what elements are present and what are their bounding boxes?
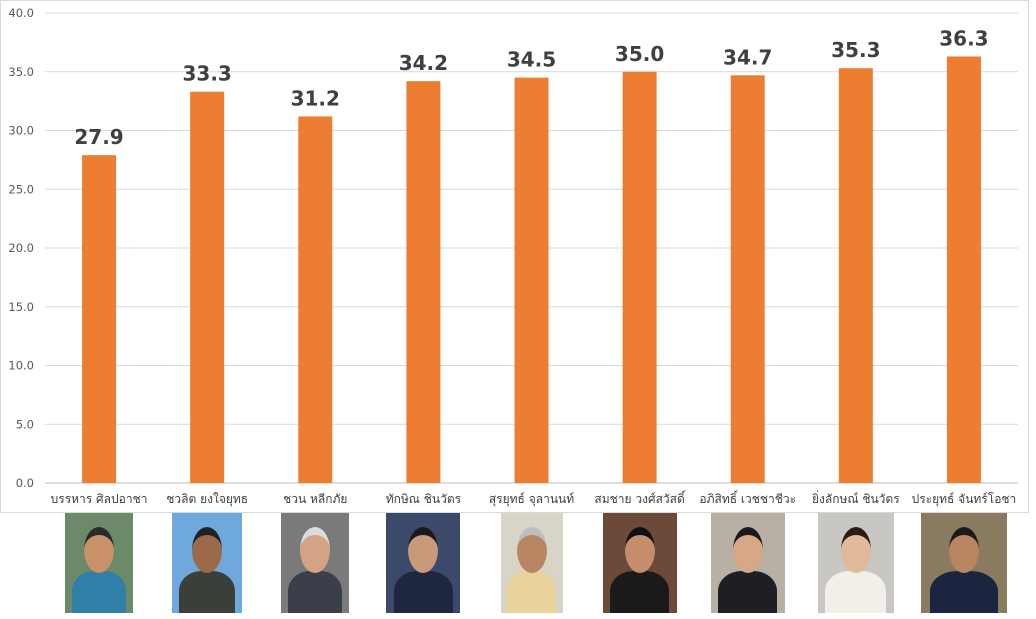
x-tick-label: ชวลิต ยงใจยุทธ	[166, 492, 248, 507]
bar	[622, 71, 657, 483]
y-tick-label: 30.0	[8, 124, 34, 138]
x-tick-label: สุรยุทธ์ จุลานนท์	[489, 492, 574, 507]
x-tick-label: อภิสิทธิ์ เวชชาชีวะ	[699, 490, 796, 506]
bar	[838, 68, 873, 483]
data-label: 34.7	[723, 45, 772, 69]
bar-chart: 0.0 5.0 10.0 15.0 20.0 25.0 30.0 35.0 40.0 27.9 3…	[8, 6, 1018, 507]
x-tick-label: ทักษิณ ชินวัตร	[386, 492, 462, 506]
data-labels: 27.9 33.3 31.2 34.2 34.5 35.0 34.7 35.3 36.3	[74, 26, 988, 149]
portrait-6-photo	[602, 513, 677, 613]
bars	[82, 56, 981, 484]
bar	[946, 56, 981, 483]
x-tick-label: ประยุทธ์ จันทร์โอชา	[912, 492, 1017, 507]
y-tick-label: 20.0	[8, 241, 34, 255]
y-tick-label: 25.0	[8, 182, 34, 196]
portrait-1-photo	[65, 513, 134, 613]
x-tick-label: สมชาย วงศ์สวัสดิ์	[594, 490, 686, 506]
data-label: 31.2	[291, 86, 340, 110]
data-label: 33.3	[182, 62, 231, 86]
data-label: 35.0	[615, 42, 664, 66]
portrait-4-photo	[386, 513, 461, 613]
data-label: 27.9	[74, 125, 123, 149]
x-axis-labels: บรรหาร ศิลปอาชา ชวลิต ยงใจยุทธ ชวน หลีกภัย…	[51, 490, 1017, 507]
x-tick-label: ยิ่งลักษณ์ ชินวัตร	[812, 490, 900, 506]
y-tick-label: 0.0	[16, 476, 34, 490]
data-label: 36.3	[939, 26, 988, 50]
y-axis-labels: 0.0 5.0 10.0 15.0 20.0 25.0 30.0 35.0 40.0	[8, 6, 34, 490]
y-tick-label: 5.0	[16, 417, 34, 431]
bar	[406, 81, 441, 484]
y-tick-label: 15.0	[8, 300, 34, 314]
x-tick-label: บรรหาร ศิลปอาชา	[51, 492, 148, 506]
y-tick-label: 10.0	[8, 359, 34, 373]
portrait-3-photo	[281, 513, 350, 613]
x-tick-label: ชวน หลีกภัย	[283, 492, 347, 506]
bar	[190, 91, 225, 483]
portrait-2-photo	[172, 513, 243, 613]
bar	[514, 77, 549, 483]
data-label: 35.3	[831, 38, 880, 62]
portrait-9-photo	[920, 513, 1007, 613]
portrait-5-photo	[500, 513, 563, 613]
y-tick-label: 35.0	[8, 65, 34, 79]
bar	[298, 116, 333, 484]
data-label: 34.5	[507, 48, 556, 72]
portrait-7-photo	[710, 513, 785, 613]
portrait-8-photo	[817, 513, 894, 613]
bar	[730, 75, 765, 484]
bar	[82, 155, 117, 484]
y-tick-label: 40.0	[8, 6, 34, 20]
data-label: 34.2	[399, 51, 448, 75]
